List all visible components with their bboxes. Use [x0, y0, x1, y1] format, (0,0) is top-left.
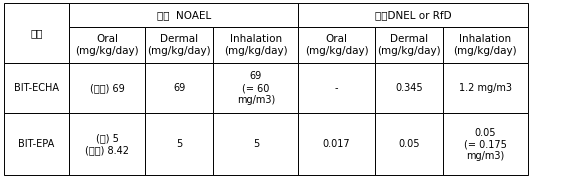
Bar — [375, 113, 442, 175]
Bar — [145, 63, 213, 113]
Bar — [375, 63, 442, 113]
Bar — [213, 63, 298, 113]
Bar — [145, 113, 213, 175]
Bar — [442, 63, 528, 113]
Text: 0.345: 0.345 — [395, 83, 423, 93]
Text: Oral
(mg/kg/day): Oral (mg/kg/day) — [75, 34, 139, 56]
Bar — [69, 63, 145, 113]
Text: BIT-ECHA: BIT-ECHA — [14, 83, 59, 93]
Text: Inhalation
(mg/kg/day): Inhalation (mg/kg/day) — [454, 34, 517, 56]
Text: 5: 5 — [252, 139, 259, 149]
Text: Oral
(mg/kg/day): Oral (mg/kg/day) — [305, 34, 368, 56]
Bar — [145, 27, 213, 63]
Bar — [213, 27, 298, 63]
Text: 5: 5 — [176, 139, 182, 149]
Bar — [69, 113, 145, 175]
Text: 랫드  NOAEL: 랫드 NOAEL — [157, 10, 211, 20]
Text: BIT-EPA: BIT-EPA — [18, 139, 55, 149]
Text: -: - — [335, 83, 338, 93]
Bar — [213, 113, 298, 175]
Bar — [442, 27, 528, 63]
Bar — [375, 27, 442, 63]
Bar — [442, 113, 528, 175]
Bar — [4, 63, 69, 113]
Text: 69: 69 — [173, 83, 185, 93]
Text: (랫드) 69: (랫드) 69 — [90, 83, 125, 93]
Bar — [298, 27, 375, 63]
Bar — [298, 113, 375, 175]
Bar — [4, 3, 69, 63]
Bar — [4, 113, 69, 175]
Text: 0.05
(= 0.175
mg/m3): 0.05 (= 0.175 mg/m3) — [464, 128, 507, 161]
Bar — [298, 63, 375, 113]
Text: 기존: 기존 — [30, 28, 43, 38]
Text: 1.2 mg/m3: 1.2 mg/m3 — [459, 83, 512, 93]
Text: 0.05: 0.05 — [398, 139, 420, 149]
Bar — [69, 3, 298, 27]
Text: (개) 5
(랫드) 8.42: (개) 5 (랫드) 8.42 — [85, 134, 129, 155]
Bar — [69, 27, 145, 63]
Text: 0.017: 0.017 — [323, 139, 350, 149]
Text: 69
(= 60
mg/m3): 69 (= 60 mg/m3) — [237, 71, 275, 105]
Bar — [298, 3, 528, 27]
Text: 기존DNEL or RfD: 기존DNEL or RfD — [375, 10, 451, 20]
Text: Dermal
(mg/kg/day): Dermal (mg/kg/day) — [147, 34, 211, 56]
Text: Dermal
(mg/kg/day): Dermal (mg/kg/day) — [377, 34, 441, 56]
Text: Inhalation
(mg/kg/day): Inhalation (mg/kg/day) — [224, 34, 287, 56]
